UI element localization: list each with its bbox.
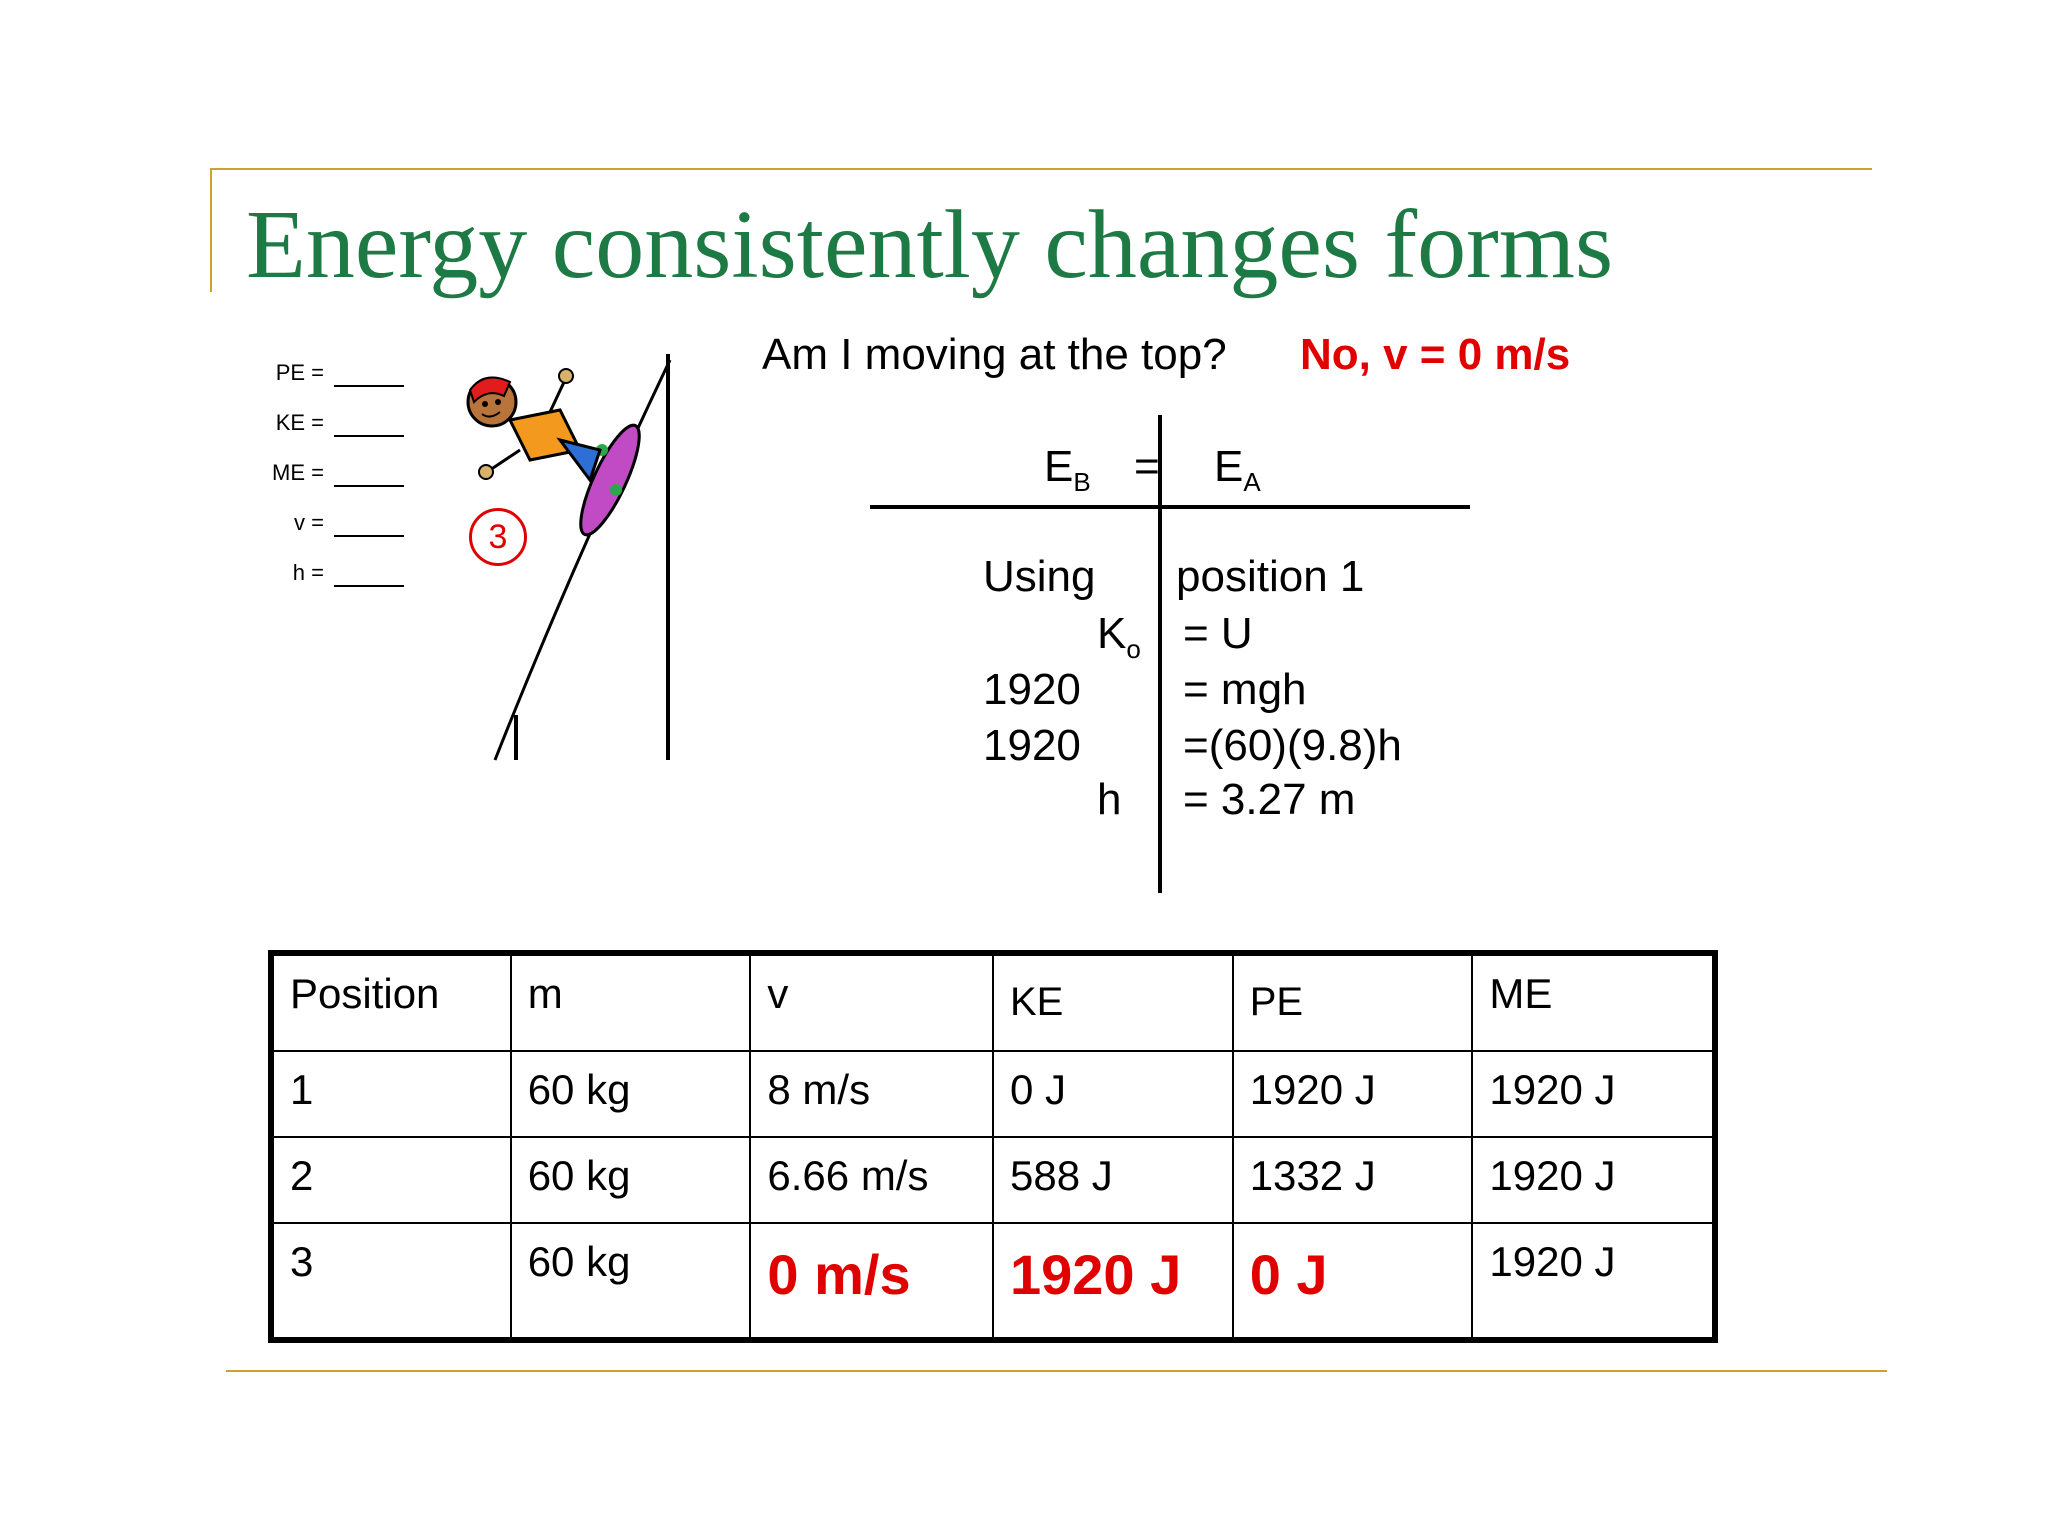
- tchart-row-right: = U: [1183, 609, 1253, 658]
- table-cell: 60 kg: [509, 1136, 752, 1225]
- table-cell: 60 kg: [509, 1222, 752, 1341]
- table-header-cell: Position: [270, 951, 512, 1053]
- tchart-row-right: = mgh: [1183, 665, 1307, 714]
- tchart-row-left: 1920: [983, 665, 1081, 714]
- table-cell: 1920 J: [1231, 1050, 1474, 1139]
- bottom-rule: [226, 1370, 1887, 1372]
- blank-me: ME =: [262, 460, 404, 490]
- tchart-row-left: 1920: [983, 721, 1081, 770]
- tchart-row-left-symbol: K: [1097, 609, 1127, 658]
- blank-ke: KE =: [262, 410, 404, 440]
- shorts: [556, 437, 602, 484]
- table-cell: 0 J: [991, 1050, 1234, 1139]
- table-header-cell: KE: [991, 951, 1234, 1053]
- blank-label: ME =: [272, 460, 324, 485]
- tchart-horizontal-line: [870, 505, 1470, 509]
- slide-title: Energy consistently changes forms: [246, 191, 1614, 299]
- tchart-left-head: EB: [1044, 445, 1091, 495]
- table-cell: 6.66 m/s: [749, 1136, 994, 1225]
- left-rule: [210, 168, 212, 292]
- table-cell: 2: [270, 1136, 512, 1225]
- table-header-cell: PE: [1231, 951, 1474, 1053]
- ramp-curve: [493, 359, 672, 761]
- tchart-vertical-line: [1158, 415, 1162, 893]
- cap: [468, 376, 512, 404]
- skater-figure: [466, 368, 641, 537]
- table-cell: 1920 J: [1471, 1050, 1716, 1139]
- blank-line: [334, 535, 404, 537]
- table-cell: 8 m/s: [749, 1050, 994, 1139]
- blank-line: [334, 385, 404, 387]
- table-cell-highlight: 0 J: [1231, 1222, 1474, 1341]
- blank-label: v =: [294, 510, 324, 535]
- table-header-cell: ME: [1471, 951, 1716, 1053]
- tchart-row-left: Ko: [1097, 612, 1141, 662]
- table-cell: 1: [270, 1050, 512, 1139]
- table-cell: 3: [270, 1222, 512, 1341]
- table-cell: 1920 J: [1471, 1136, 1716, 1225]
- table-cell-highlight: 0 m/s: [749, 1222, 994, 1341]
- tchart-right-head-symbol: E: [1214, 442, 1244, 491]
- table-cell: 1920 J: [1471, 1222, 1716, 1341]
- blank-line: [334, 585, 404, 587]
- blank-line: [334, 435, 404, 437]
- skateboard: [579, 423, 641, 537]
- table-row: 3 60 kg 0 m/s 1920 J 0 J 1920 J: [270, 1222, 1716, 1341]
- tchart-row-left-sub: o: [1126, 633, 1141, 664]
- tchart-equals: =: [1134, 442, 1160, 491]
- blank-line: [334, 485, 404, 487]
- skater-ramp-illustration: [466, 354, 672, 761]
- tchart-right-head-sub: A: [1243, 466, 1261, 497]
- tchart-row-left: Using: [983, 552, 1096, 601]
- top-rule: [210, 168, 1872, 170]
- tchart-row-right: = 3.27 m: [1183, 775, 1356, 824]
- energy-table: Position m v KE PE ME 1 60 kg 8 m/s 0 J …: [268, 950, 1718, 1343]
- question-text: Am I moving at the top?: [762, 330, 1227, 379]
- blank-label: h =: [292, 560, 324, 585]
- table-cell: 60 kg: [509, 1050, 752, 1139]
- table-cell-highlight: 1920 J: [991, 1222, 1234, 1341]
- tchart-left-head-symbol: E: [1044, 442, 1074, 491]
- blank-h: h =: [262, 560, 404, 590]
- table-header-cell: m: [509, 951, 752, 1053]
- blank-v: v =: [262, 510, 404, 540]
- table-row: 1 60 kg 8 m/s 0 J 1920 J 1920 J: [270, 1050, 1716, 1139]
- table-cell: 1332 J: [1231, 1136, 1474, 1225]
- tchart-right-head: EA: [1214, 445, 1261, 495]
- blank-label: KE =: [275, 410, 324, 435]
- blank-label: PE =: [275, 360, 324, 385]
- table-cell: 588 J: [991, 1136, 1234, 1225]
- table-header-row: Position m v KE PE ME: [270, 951, 1716, 1053]
- tchart-left-head-sub: B: [1073, 466, 1091, 497]
- tchart-row-left: h: [1097, 775, 1122, 824]
- position-marker: 3: [469, 508, 527, 566]
- table-header-cell: v: [749, 951, 994, 1053]
- table-row: 2 60 kg 6.66 m/s 588 J 1332 J 1920 J: [270, 1136, 1716, 1225]
- question-answer: No, v = 0 m/s: [1300, 330, 1571, 379]
- blank-pe: PE =: [262, 360, 404, 390]
- tchart-row-right: =(60)(9.8)h: [1183, 721, 1402, 770]
- tchart-row-right: position 1: [1176, 552, 1365, 601]
